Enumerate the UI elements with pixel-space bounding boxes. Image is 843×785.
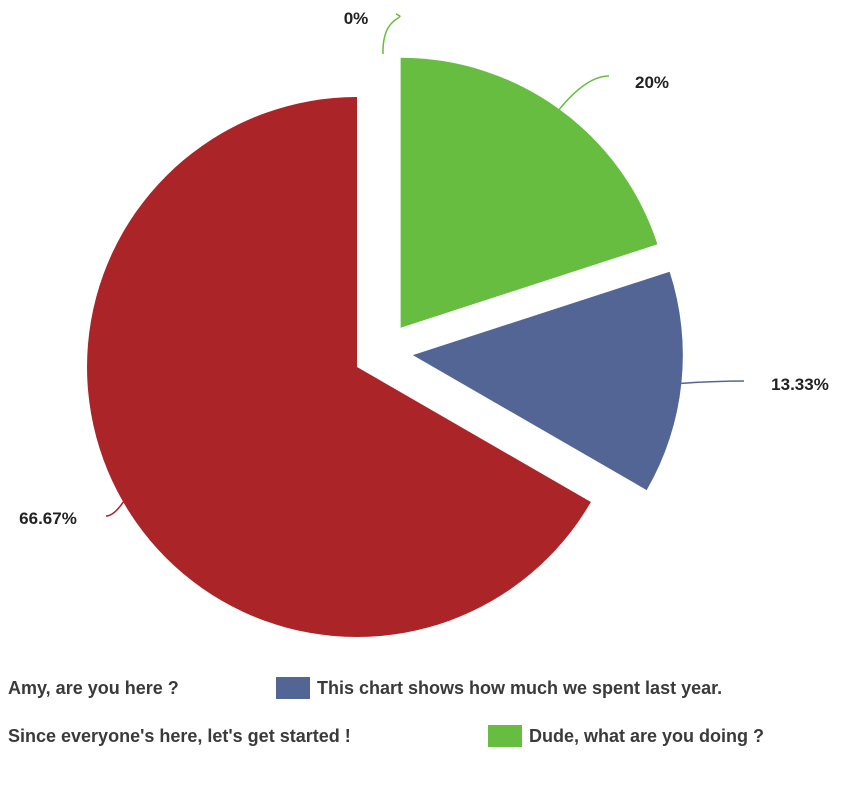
legend-label-2: Since everyone's here, let's get started… [8, 726, 351, 746]
chart-legend: Amy, are you here ? This chart shows how… [0, 676, 843, 785]
slice-label-2: 66.67% [19, 509, 77, 528]
slice-label-0: 20% [635, 73, 669, 92]
leader-line-3 [382, 13, 401, 55]
legend-label-3: Dude, what are you doing ? [529, 726, 765, 746]
pie-chart: 20% 13.33% 66.67% 0% [19, 9, 829, 638]
legend-swatch-3 [488, 725, 522, 747]
leader-line-0 [558, 75, 610, 110]
leader-line-1 [681, 380, 745, 385]
slice-label-1: 13.33% [771, 375, 829, 394]
pie-slice-0[interactable] [400, 57, 658, 328]
legend-swatch-1 [276, 677, 310, 699]
legend-label-0: Amy, are you here ? [8, 678, 179, 698]
slice-label-3: 0% [344, 9, 369, 28]
legend-label-1: This chart shows how much we spent last … [317, 678, 723, 698]
leader-line-2 [105, 501, 124, 517]
pie-slice-1[interactable] [412, 271, 683, 491]
pie-slice-2[interactable] [87, 97, 591, 638]
